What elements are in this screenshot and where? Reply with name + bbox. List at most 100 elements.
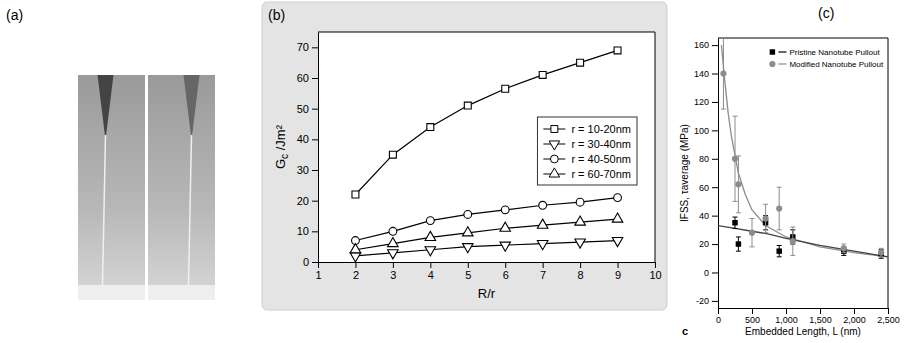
tick: 100 xyxy=(694,126,718,136)
tick-label: 10 xyxy=(649,269,661,281)
tick-mark xyxy=(752,308,753,314)
legend-label: r = 60-70nm xyxy=(571,168,631,180)
tick-mark xyxy=(712,102,718,103)
sem-fiber xyxy=(103,135,106,285)
data-point xyxy=(537,219,548,228)
tick-label: 8 xyxy=(578,269,584,281)
error-bar xyxy=(721,38,726,109)
tick-mark xyxy=(393,262,394,268)
tick: 5 xyxy=(465,262,471,281)
tick: 30 xyxy=(297,164,318,176)
error-cap xyxy=(736,251,741,252)
error-cap xyxy=(721,109,726,110)
tick-label: 20 xyxy=(699,239,709,249)
tick-label: 500 xyxy=(745,315,760,325)
error-cap xyxy=(777,256,782,257)
data-point xyxy=(463,244,474,253)
tick-label: 70 xyxy=(297,41,309,53)
tick-label: 3 xyxy=(390,269,396,281)
error-bar xyxy=(790,227,795,255)
tick: 3 xyxy=(390,262,396,281)
tick-label: 7 xyxy=(540,269,546,281)
tick-label: 120 xyxy=(694,97,709,107)
tick: 40 xyxy=(699,211,718,221)
legend-marker xyxy=(769,61,775,67)
error-cap xyxy=(733,228,738,229)
data-point xyxy=(776,205,782,211)
error-cap xyxy=(841,244,846,245)
error-bar xyxy=(777,187,782,230)
tick: 2,500 xyxy=(877,308,900,325)
tick: 2 xyxy=(353,262,359,281)
tick: 1,000 xyxy=(775,308,798,325)
tick-mark xyxy=(355,262,356,268)
data-point xyxy=(577,59,584,66)
data-point xyxy=(878,249,884,255)
tick-mark xyxy=(318,262,319,268)
data-point xyxy=(425,247,436,256)
data-point xyxy=(388,250,399,259)
error-cap xyxy=(777,187,782,188)
tick-mark xyxy=(468,262,469,268)
sem-substrate xyxy=(148,285,215,300)
tick-mark xyxy=(786,308,787,314)
tick: 60 xyxy=(699,183,718,193)
tick-label: 10 xyxy=(297,225,309,237)
tick-mark xyxy=(712,159,718,160)
tick-mark xyxy=(712,74,718,75)
data-point xyxy=(776,248,781,253)
error-cap xyxy=(733,201,738,202)
x-axis-title: Embedded Length, L (nm) xyxy=(745,326,861,337)
error-cap xyxy=(736,236,741,237)
tick: 6 xyxy=(503,262,509,281)
error-bar xyxy=(879,248,884,257)
legend-marker xyxy=(551,126,558,133)
tick: 0 xyxy=(303,256,318,268)
tick: 0 xyxy=(716,308,721,325)
sem-tip xyxy=(98,75,114,140)
tick-label: 30 xyxy=(297,164,309,176)
data-point xyxy=(736,241,741,246)
tick-mark xyxy=(712,244,718,245)
y-axis: -20020406080100120140160 xyxy=(694,39,719,309)
data-point xyxy=(464,211,472,219)
tick: 0 xyxy=(704,268,718,278)
error-bar xyxy=(736,156,741,213)
y-axis-title: Gc /Jm² xyxy=(273,124,290,169)
data-point xyxy=(575,239,586,248)
tick: 40 xyxy=(297,133,318,145)
data-point xyxy=(539,71,546,78)
tick-label: 0 xyxy=(716,315,721,325)
image-panel xyxy=(78,75,215,300)
legend-label: r = 30-40nm xyxy=(571,138,631,150)
legend-line xyxy=(778,63,786,64)
error-bar xyxy=(879,250,884,259)
legend-label: r = 40-50nm xyxy=(571,153,631,165)
tick: 70 xyxy=(297,41,318,53)
x-axis-line xyxy=(319,262,656,263)
tick-mark xyxy=(655,262,656,268)
tick: 20 xyxy=(699,239,718,249)
tick-label: 1,500 xyxy=(809,315,832,325)
tick-label: 5 xyxy=(465,269,471,281)
data-point xyxy=(612,237,623,246)
tick: 7 xyxy=(540,262,546,281)
tick: 10 xyxy=(297,225,318,237)
legend-marker xyxy=(549,141,560,150)
tick-label: 80 xyxy=(699,154,709,164)
legend: r = 10-20nmr = 30-40nmr = 40-50nmr = 60-… xyxy=(537,117,637,185)
tick: 10 xyxy=(649,262,661,281)
tick-label: 2,500 xyxy=(877,315,900,325)
tick-label: 2 xyxy=(353,269,359,281)
legend-marker xyxy=(549,168,560,177)
data-point xyxy=(425,231,436,240)
data-point xyxy=(389,227,397,235)
tick-label: 50 xyxy=(297,103,309,115)
error-cap xyxy=(777,245,782,246)
data-point xyxy=(732,220,737,225)
tick-mark xyxy=(618,262,619,268)
tick-mark xyxy=(312,78,318,79)
panel-background xyxy=(262,2,667,310)
tick: 4 xyxy=(428,262,434,281)
error-cap xyxy=(790,227,795,228)
